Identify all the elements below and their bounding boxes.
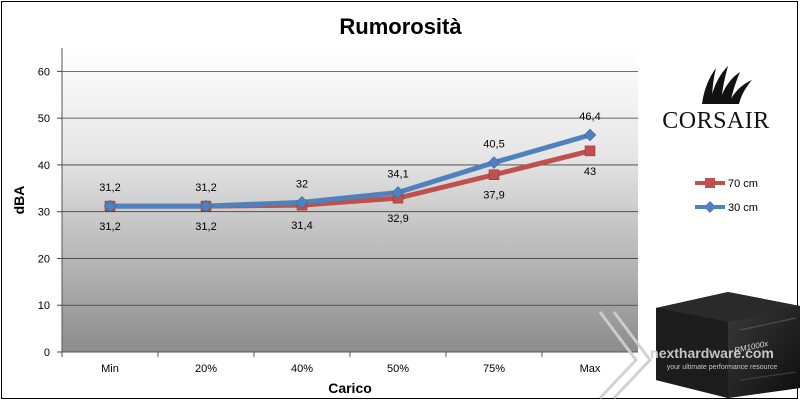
chart-title: Rumorosità	[339, 14, 462, 39]
y-tick-label: 50	[38, 113, 50, 125]
legend-label-1: 30 cm	[728, 202, 758, 214]
data-label: 31,2	[195, 221, 216, 233]
y-tick-label: 10	[38, 300, 50, 312]
nexthardware-watermark: nexthardware.com your ultimate performan…	[598, 311, 778, 400]
series-layer	[103, 128, 597, 213]
x-tick-label: 75%	[483, 363, 505, 375]
x-tick-label: 20%	[195, 363, 217, 375]
data-label: 32	[296, 178, 308, 190]
y-tick-label: 20	[38, 253, 50, 265]
data-point-1	[295, 195, 309, 209]
data-point-1	[583, 128, 597, 142]
legend: 70 cm 30 cm	[695, 178, 758, 214]
data-point-1	[487, 156, 501, 169]
data-label: 40,5	[483, 139, 504, 151]
watermark-tagline: your ultimate performance resource	[667, 364, 778, 371]
data-point-1	[391, 186, 405, 199]
data-label: 31,2	[99, 182, 120, 194]
data-label: 46,4	[579, 111, 600, 123]
nexthardware-x-icon	[598, 311, 652, 400]
data-label: 31,2	[99, 221, 120, 233]
data-point-1	[199, 199, 213, 213]
data-labels: 31,2 31,2 31,4 32,9 37,9 43 31,2 31,2 32 34,1 40,5…	[99, 111, 600, 233]
data-label: 37,9	[483, 190, 504, 202]
series-line-1	[107, 132, 593, 209]
data-label: 43	[584, 166, 596, 178]
y-tick-label: 40	[38, 160, 50, 172]
x-axis-title: Carico	[328, 380, 372, 396]
watermark-text: nexthardware.com	[650, 345, 774, 361]
data-label: 31,2	[195, 182, 216, 194]
y-tick-label: 60	[38, 66, 50, 78]
data-point-0	[584, 145, 596, 157]
x-tick-labels: Min 20% 40% 50% 75% Max	[61, 352, 601, 375]
data-point-1	[103, 199, 117, 213]
data-point-0	[488, 169, 500, 180]
grid-lines	[62, 70, 638, 306]
y-tick-label: 30	[38, 207, 50, 219]
corsair-sails-icon	[702, 66, 752, 104]
data-label: 34,1	[387, 169, 408, 181]
data-label: 31,4	[291, 220, 312, 232]
x-tick-label: Min	[101, 363, 119, 375]
legend-marker-0	[705, 178, 715, 188]
psu-image: RM1000x	[656, 292, 800, 398]
legend-label-0: 70 cm	[728, 178, 758, 190]
y-tick-label: 0	[44, 347, 50, 359]
x-tick-label: 40%	[291, 363, 313, 375]
y-tick-labels: 0 10 20 30 40 50 60	[38, 66, 62, 359]
y-axis-title: dBA	[11, 186, 27, 215]
corsair-logo: CORSAIR	[662, 66, 770, 134]
x-tick-label: 50%	[387, 363, 409, 375]
corsair-wordmark: CORSAIR	[662, 108, 770, 134]
legend-marker-1	[704, 201, 716, 213]
x-tick-label: Max	[580, 363, 601, 375]
data-label: 32,9	[387, 213, 408, 225]
